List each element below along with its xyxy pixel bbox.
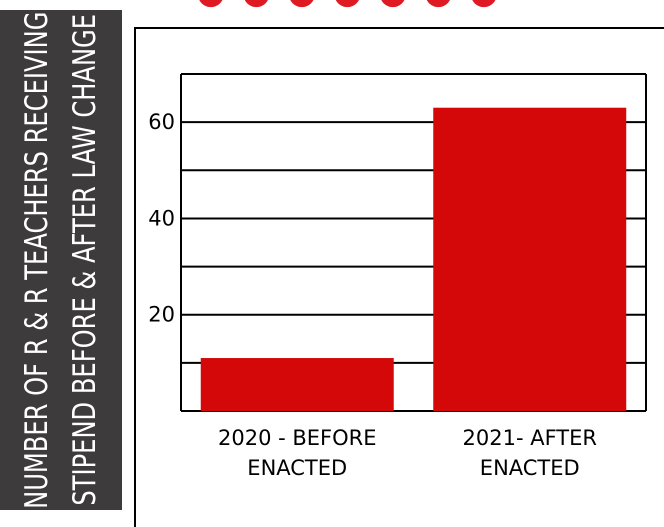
bar-1 (433, 107, 627, 411)
x-category-label-0-1: ENACTED (247, 456, 347, 480)
x-category-label-0-0: 2020 - BEFORE (218, 426, 377, 450)
y-tick-label-1: 40 (148, 206, 175, 230)
y-tick-label-0: 20 (148, 303, 175, 327)
y-axis-label-block: NUMBER OF R & R TEACHERS RECEIVING STIPE… (0, 10, 122, 510)
bar-0 (200, 358, 394, 411)
y-tick-label-2: 60 (148, 110, 175, 134)
chart-frame (134, 27, 664, 527)
bar-chart: 20 40 60 2020 - BEFORE ENACTED 2021- AFTER ENA… (148, 73, 647, 480)
chart-title-fragment: ● ● ● ● ● ● ● (196, 0, 526, 8)
x-category-label-1-1: ENACTED (480, 456, 580, 480)
x-category-label-1-0: 2021- AFTER (463, 426, 597, 450)
